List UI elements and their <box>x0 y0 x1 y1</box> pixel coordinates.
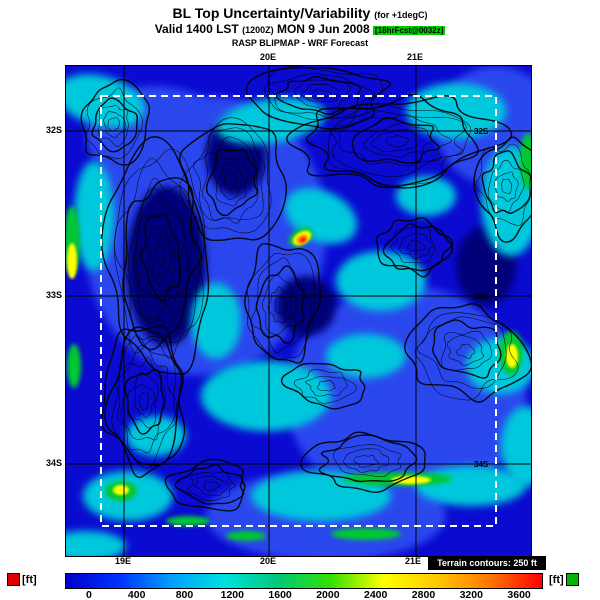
plot-title-text: BL Top Uncertainty/Variability <box>172 5 371 21</box>
plot-title-note: (for +1degC) <box>374 10 428 20</box>
valid-time-zulu: (1200Z) <box>242 25 274 36</box>
valid-time-date: MON 9 Jun 2008 <box>276 22 370 37</box>
unit-label-left: [ft] <box>7 573 37 586</box>
model-source-line: RASP BLIPMAP - WRF Forecast <box>231 37 369 48</box>
colorbar-tick-label: 3200 <box>459 589 483 600</box>
unit-label-right: [ft] <box>549 573 579 586</box>
map-canvas: 32S 33S 34S <box>65 65 532 557</box>
lon-tick-bottom: 19E <box>114 556 132 566</box>
lat-tick-right: 33S <box>474 292 489 301</box>
valid-time-line: Valid 1400 LST (1200Z) MON 9 Jun 2008 [1… <box>0 22 600 37</box>
lat-tick-left: 33S <box>45 290 62 300</box>
colorbar-tick-labels: 0 400 800 1200 1600 2000 2400 2800 3200 3600 <box>65 589 543 600</box>
colorbar-tick-label: 3600 <box>507 589 531 600</box>
lat-tick-left: 34S <box>45 458 62 468</box>
colorbar-tick-label: 2800 <box>411 589 436 600</box>
plot-title: BL Top Uncertainty/Variability (for +1de… <box>0 5 600 21</box>
lon-tick-bottom: 20E <box>259 556 277 566</box>
lon-tick-top: 20E <box>259 52 277 62</box>
colorbar-tick-label: 2000 <box>316 589 340 600</box>
colorbar-tick-label: 2400 <box>364 589 388 600</box>
unit-label-left-text: [ft] <box>22 573 37 586</box>
colorbar-tick-label: 0 <box>85 589 92 600</box>
colorbar-tick-label: 400 <box>127 589 146 600</box>
lon-tick-top: 21E <box>406 52 424 62</box>
forecast-offset-note: [18hrFcst@0032z] <box>373 26 446 36</box>
colorbar <box>65 573 543 589</box>
valid-time-prefix: Valid 1400 LST <box>154 22 239 37</box>
terrain-contours-note: Terrain contours: 250 ft <box>428 556 546 570</box>
colorbar-tick-label: 800 <box>175 589 194 600</box>
colorbar-tick-label: 1600 <box>268 589 292 600</box>
color-chip-icon <box>7 573 20 586</box>
lat-tick-right: 34S <box>474 460 489 469</box>
lat-tick-left: 32S <box>45 125 62 135</box>
header: BL Top Uncertainty/Variability (for +1de… <box>0 5 600 48</box>
unit-label-right-text: [ft] <box>549 573 564 586</box>
colorbar-tick-label: 1200 <box>220 589 244 600</box>
color-chip-icon <box>565 573 579 586</box>
lon-tick-bottom: 21E <box>404 556 422 566</box>
lat-tick-right: 32S <box>474 127 489 136</box>
